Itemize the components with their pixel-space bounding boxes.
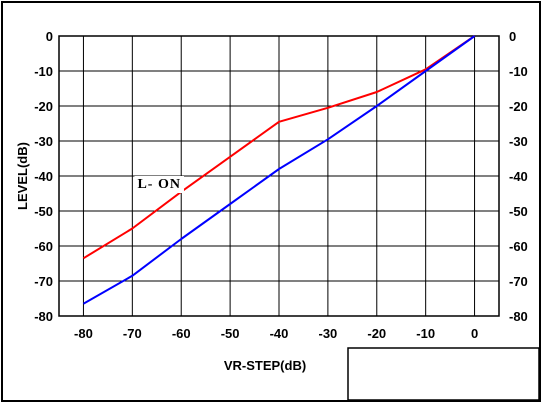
x-tick-label: -40 xyxy=(270,326,289,341)
x-tick-label: -60 xyxy=(172,326,191,341)
y-tick-label-left: -50 xyxy=(34,204,53,219)
annotation-backing xyxy=(134,176,184,193)
y-tick-label-right: -50 xyxy=(509,204,528,219)
x-tick-label: -20 xyxy=(367,326,386,341)
series xyxy=(82,35,476,305)
x-tick-label: -50 xyxy=(221,326,240,341)
y-tick-label-left: -70 xyxy=(34,274,53,289)
plot-border xyxy=(58,35,500,317)
y-tick-label-left: -20 xyxy=(34,99,53,114)
y-tick-label-left: -30 xyxy=(34,134,53,149)
x-tick-label: -70 xyxy=(123,326,142,341)
y-tick-label-left: 0 xyxy=(46,29,53,44)
grid xyxy=(59,35,499,317)
y-tick-label-left: -60 xyxy=(34,239,53,254)
y-tick-label-left: -10 xyxy=(34,64,53,79)
x-axis-label: VR-STEP(dB) xyxy=(224,358,306,373)
y-tick-label-right: -70 xyxy=(509,274,528,289)
y-tick-label-right: -30 xyxy=(509,134,528,149)
y-tick-label-right: -40 xyxy=(509,169,528,184)
y-tick-label-left: -80 xyxy=(34,309,53,324)
red-series-line xyxy=(82,35,476,260)
y-tick-label-right: -80 xyxy=(509,309,528,324)
y-tick-label-right: -60 xyxy=(509,239,528,254)
empty-legend-box xyxy=(347,347,539,400)
x-tick-label: -80 xyxy=(74,326,93,341)
y-tick-label-right: -10 xyxy=(509,64,528,79)
y-tick-label-right: 0 xyxy=(509,29,516,44)
blue-series-line xyxy=(82,35,476,305)
x-tick-label: -30 xyxy=(318,326,337,341)
x-tick-label: 0 xyxy=(471,326,478,341)
axes xyxy=(58,35,500,317)
axis-labels: LEVEL(dB) VR-STEP(dB) L- ON xyxy=(15,142,306,373)
tick-labels: 0 0 -10 -10 -20 -20 -30 -30 -40 -40 -50 -50 -60 -60 -7… xyxy=(34,29,528,341)
x-tick-label: -10 xyxy=(416,326,435,341)
y-tick-label-left: -40 xyxy=(34,169,53,184)
legend-box xyxy=(347,347,539,400)
y-tick-label-right: -20 xyxy=(509,99,528,114)
y-axis-label: LEVEL(dB) xyxy=(15,142,30,210)
l-on-annotation: L- ON xyxy=(137,177,181,192)
level-vs-vr-step-chart: 0 0 -10 -10 -20 -20 -30 -30 -40 -40 -50 -50 -60 -60 -7… xyxy=(15,29,539,400)
